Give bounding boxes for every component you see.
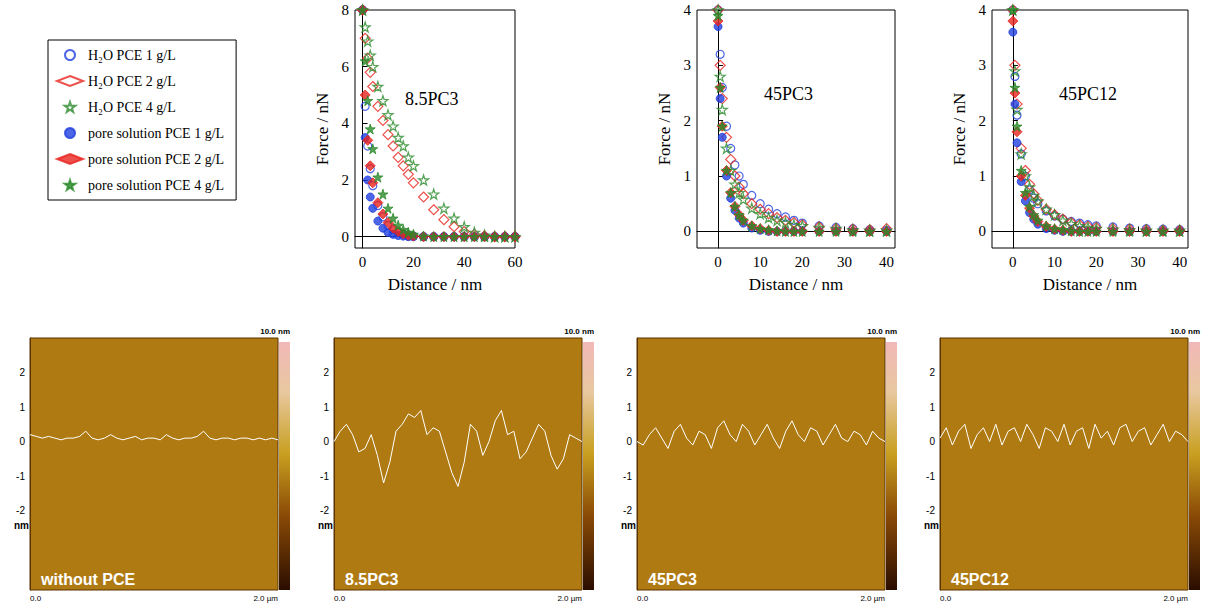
svg-text:-1: -1 <box>623 471 632 482</box>
svg-text:1: 1 <box>323 402 329 413</box>
svg-text:45PC3: 45PC3 <box>648 571 697 588</box>
svg-text:2: 2 <box>342 172 350 188</box>
svg-text:6: 6 <box>342 59 350 75</box>
svg-text:pore solution PCE 1 g/L: pore solution PCE 1 g/L <box>88 126 224 141</box>
svg-text:4: 4 <box>979 2 987 18</box>
svg-text:0: 0 <box>684 223 692 239</box>
svg-text:4: 4 <box>684 2 692 18</box>
svg-text:0.0: 0.0 <box>30 594 42 603</box>
svg-text:nm: nm <box>14 520 29 531</box>
svg-text:2.0 µm: 2.0 µm <box>253 594 278 603</box>
svg-text:45PC3: 45PC3 <box>764 84 813 104</box>
svg-text:2: 2 <box>929 367 935 378</box>
svg-text:10.0 nm: 10.0 nm <box>1170 327 1200 336</box>
svg-text:0: 0 <box>342 229 350 245</box>
svg-text:3: 3 <box>684 57 692 73</box>
svg-text:2: 2 <box>979 113 987 129</box>
svg-text:1: 1 <box>626 402 632 413</box>
svg-text:0: 0 <box>19 436 25 447</box>
svg-text:-2: -2 <box>16 505 25 516</box>
svg-text:30: 30 <box>837 254 852 270</box>
svg-text:H₂O PCE 2 g/L: H₂O PCE 2 g/L <box>88 74 176 89</box>
svg-text:1: 1 <box>979 168 987 184</box>
svg-text:45PC12: 45PC12 <box>951 571 1009 588</box>
svg-text:45PC12: 45PC12 <box>1059 84 1117 104</box>
svg-text:2.0 µm: 2.0 µm <box>1163 594 1188 603</box>
svg-text:1: 1 <box>929 402 935 413</box>
svg-text:3: 3 <box>979 57 987 73</box>
svg-text:40: 40 <box>1172 254 1187 270</box>
svg-text:10.0 nm: 10.0 nm <box>260 327 290 336</box>
svg-text:nm: nm <box>621 520 636 531</box>
svg-text:H₂O PCE 4 g/L: H₂O PCE 4 g/L <box>88 100 176 115</box>
svg-text:20: 20 <box>1089 254 1104 270</box>
svg-text:20: 20 <box>795 254 810 270</box>
svg-text:10.0 nm: 10.0 nm <box>564 327 594 336</box>
svg-text:-2: -2 <box>623 505 632 516</box>
svg-text:2.0 µm: 2.0 µm <box>557 594 582 603</box>
svg-text:without PCE: without PCE <box>40 571 136 588</box>
svg-text:40: 40 <box>457 254 472 270</box>
svg-text:Force / nN: Force / nN <box>950 93 969 166</box>
svg-text:-1: -1 <box>320 471 329 482</box>
svg-text:1: 1 <box>684 168 692 184</box>
svg-text:nm: nm <box>318 520 333 531</box>
svg-text:10: 10 <box>1047 254 1062 270</box>
svg-text:20: 20 <box>406 254 421 270</box>
svg-text:0: 0 <box>929 436 935 447</box>
svg-text:Distance / nm: Distance / nm <box>1043 275 1137 294</box>
svg-text:-2: -2 <box>320 505 329 516</box>
svg-text:0: 0 <box>626 436 632 447</box>
svg-text:8: 8 <box>342 2 350 18</box>
svg-text:2: 2 <box>19 367 25 378</box>
svg-text:1: 1 <box>19 402 25 413</box>
svg-text:2: 2 <box>323 367 329 378</box>
svg-text:2: 2 <box>684 113 692 129</box>
svg-text:0.0: 0.0 <box>334 594 346 603</box>
svg-text:Distance / nm: Distance / nm <box>749 275 843 294</box>
svg-text:10.0 nm: 10.0 nm <box>867 327 897 336</box>
svg-text:60: 60 <box>508 254 523 270</box>
svg-text:0: 0 <box>323 436 329 447</box>
svg-text:10: 10 <box>753 254 768 270</box>
svg-text:nm: nm <box>924 520 939 531</box>
svg-text:0.0: 0.0 <box>940 594 952 603</box>
svg-text:Distance / nm: Distance / nm <box>388 275 482 294</box>
svg-text:0.0: 0.0 <box>637 594 649 603</box>
svg-text:30: 30 <box>1130 254 1145 270</box>
svg-text:-2: -2 <box>926 505 935 516</box>
svg-text:0: 0 <box>714 254 722 270</box>
svg-text:2.0 µm: 2.0 µm <box>860 594 885 603</box>
svg-text:-1: -1 <box>16 471 25 482</box>
svg-text:pore solution PCE 2 g/L: pore solution PCE 2 g/L <box>88 152 224 167</box>
svg-text:-1: -1 <box>926 471 935 482</box>
svg-text:Force / nN: Force / nN <box>313 93 332 166</box>
svg-text:40: 40 <box>879 254 894 270</box>
svg-text:8.5PC3: 8.5PC3 <box>405 89 459 109</box>
svg-text:pore solution PCE 4 g/L: pore solution PCE 4 g/L <box>88 178 224 193</box>
svg-text:0: 0 <box>1009 254 1017 270</box>
svg-text:H₂O PCE 1 g/L: H₂O PCE 1 g/L <box>88 48 176 63</box>
svg-text:2: 2 <box>626 367 632 378</box>
svg-text:4: 4 <box>342 115 350 131</box>
svg-text:Force / nN: Force / nN <box>655 93 674 166</box>
svg-text:8.5PC3: 8.5PC3 <box>345 571 398 588</box>
svg-text:0: 0 <box>979 223 987 239</box>
svg-text:0: 0 <box>359 254 367 270</box>
